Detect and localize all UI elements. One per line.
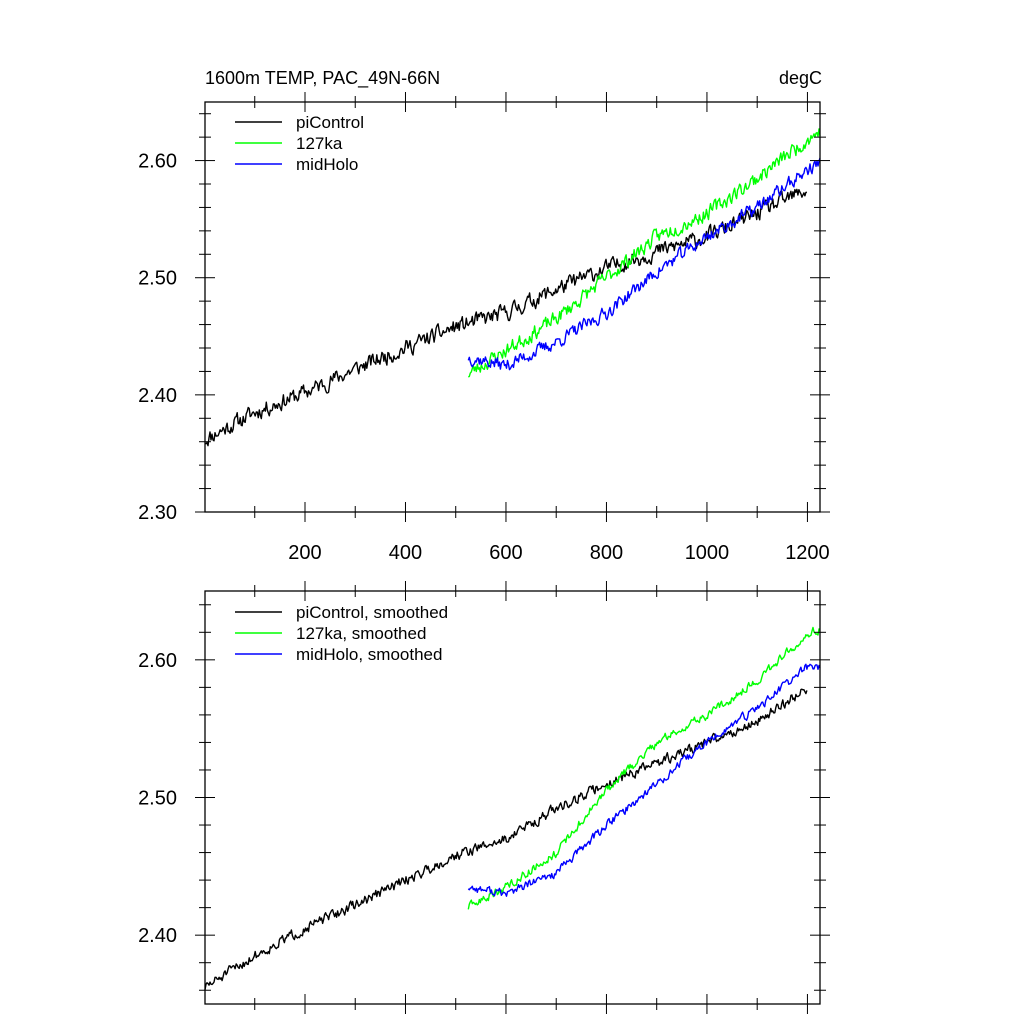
series-line-0 [204,188,808,447]
legend-label: midHolo, smoothed [296,645,442,664]
legend-label: 127ka, smoothed [296,624,426,643]
top-panel: 200 400 600 800 1000 1200 2.30 2.40 2.50 2.60 piCo… [138,92,830,564]
legend: piControl, smoothed 127ka, smoothed midHol… [235,603,448,664]
y-tick-label: 2.60 [138,151,177,173]
legend-label: midHolo [296,155,358,174]
units-label: degC [779,68,822,88]
y-tick-label: 2.40 [138,385,177,407]
plot-frame [204,101,821,513]
x-tick-label: 200 [288,542,321,564]
legend-label: piControl, smoothed [296,603,448,622]
bottom-panel: 2.40 2.50 2.60 piControl, smoothed 127ka, sm… [138,581,830,1014]
x-tick-label: 1000 [685,542,730,564]
y-tick-label: 2.30 [138,502,177,524]
legend-label: 127ka [296,134,343,153]
x-tick-label: 800 [590,542,623,564]
chart-title: 1600m TEMP, PAC_49N-66N [205,68,440,89]
series-line-2 [467,663,821,897]
x-tick-label: 600 [489,542,522,564]
legend: piControl 127ka midHolo [235,113,364,174]
x-tick-label: 1200 [785,542,830,564]
series-line-0 [204,688,808,990]
x-tick-label: 400 [389,542,422,564]
series-line-2 [467,157,821,371]
legend-label: piControl [296,113,364,132]
series-line-1 [467,626,821,910]
series-line-1 [467,128,821,378]
y-tick-label: 2.40 [138,925,177,947]
y-tick-label: 2.50 [138,788,177,810]
y-tick-label: 2.60 [138,650,177,672]
y-tick-label: 2.50 [138,268,177,290]
